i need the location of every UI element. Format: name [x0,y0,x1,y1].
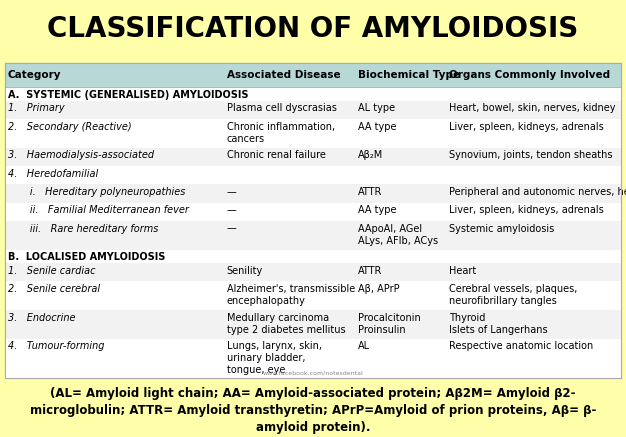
Bar [5,63,621,378]
Text: —: — [227,205,237,215]
Text: AApoAI, AGel
ALys, AFIb, ACys: AApoAI, AGel ALys, AFIb, ACys [358,224,438,246]
Text: ATTR: ATTR [358,187,382,197]
Text: 1.   Senile cardiac: 1. Senile cardiac [8,266,95,276]
Text: Cerebral vessels, plaques,
neurofibrillary tangles: Cerebral vessels, plaques, neurofibrilla… [449,284,578,306]
Text: AL type: AL type [358,104,395,114]
Bar [5,148,621,166]
Bar [5,184,621,203]
Bar [5,310,621,339]
Text: Category: Category [8,70,61,80]
Text: Chronic renal failure: Chronic renal failure [227,150,326,160]
Text: ii.   Familial Mediterranean fever: ii. Familial Mediterranean fever [8,205,188,215]
Text: 2.   Secondary (Reactive): 2. Secondary (Reactive) [8,122,131,132]
Text: Associated Disease: Associated Disease [227,70,341,80]
Bar [5,166,621,184]
Text: 4.   Tumour-forming: 4. Tumour-forming [8,341,104,351]
Text: Peripheral and autonomic nerves, heart: Peripheral and autonomic nerves, heart [449,187,626,197]
Text: AA type: AA type [358,205,397,215]
Text: B.  LOCALISED AMYLOIDOSIS: B. LOCALISED AMYLOIDOSIS [8,252,165,262]
Text: Aβ₂M: Aβ₂M [358,150,383,160]
Bar [5,339,621,378]
Text: Organs Commonly Involved: Organs Commonly Involved [449,70,610,80]
Bar [5,101,621,119]
Text: 3.   Endocrine: 3. Endocrine [8,313,75,323]
Text: CLASSIFICATION OF AMYLOIDOSIS: CLASSIFICATION OF AMYLOIDOSIS [48,15,578,43]
Bar [5,119,621,148]
Text: Chronic inflammation,
cancers: Chronic inflammation, cancers [227,122,335,144]
Text: Lungs, larynx, skin,
urinary bladder,
tongue, eye: Lungs, larynx, skin, urinary bladder, to… [227,341,322,375]
Text: Aβ, APrP: Aβ, APrP [358,284,399,294]
Text: A.  SYSTEMIC (GENERALISED) AMYLOIDOSIS: A. SYSTEMIC (GENERALISED) AMYLOIDOSIS [8,90,248,100]
Text: Heart, bowel, skin, nerves, kidney: Heart, bowel, skin, nerves, kidney [449,104,616,114]
Text: Medullary carcinoma
type 2 diabetes mellitus: Medullary carcinoma type 2 diabetes mell… [227,313,345,335]
Text: AL: AL [358,341,370,351]
Text: Respective anatomic location: Respective anatomic location [449,341,593,351]
Text: Liver, spleen, kidneys, adrenals: Liver, spleen, kidneys, adrenals [449,205,604,215]
Text: 1.   Primary: 1. Primary [8,104,64,114]
Text: Procalcitonin
Proinsulin: Procalcitonin Proinsulin [358,313,421,335]
Text: —: — [227,224,237,233]
Bar [5,87,621,101]
Bar [5,263,621,281]
Text: 4.   Heredofamilial: 4. Heredofamilial [8,169,98,179]
Text: 3.   Haemodialysis-associated: 3. Haemodialysis-associated [8,150,153,160]
Bar [5,281,621,310]
Text: i.   Hereditary polyneuropathies: i. Hereditary polyneuropathies [8,187,185,197]
Text: www.facebook.com/notesdental: www.facebook.com/notesdental [263,371,363,376]
Text: Plasma cell dyscrasias: Plasma cell dyscrasias [227,104,337,114]
Bar [5,250,621,263]
Text: AA type: AA type [358,122,397,132]
Text: Liver, spleen, kidneys, adrenals: Liver, spleen, kidneys, adrenals [449,122,604,132]
Text: Alzheimer's, transmissible
encephalopathy: Alzheimer's, transmissible encephalopath… [227,284,355,306]
Text: 2.   Senile cerebral: 2. Senile cerebral [8,284,100,294]
Bar [5,63,621,87]
Text: Heart: Heart [449,266,477,276]
Text: iii.   Rare hereditary forms: iii. Rare hereditary forms [8,224,158,233]
Text: Thyroid
Islets of Langerhans: Thyroid Islets of Langerhans [449,313,548,335]
Bar [5,221,621,250]
Bar [5,203,621,221]
Text: (AL= Amyloid light chain; AA= Amyloid-associated protein; Aβ2M= Amyloid β2-
micr: (AL= Amyloid light chain; AA= Amyloid-as… [30,387,596,434]
Text: Biochemical Type: Biochemical Type [358,70,460,80]
Text: —: — [227,187,237,197]
Text: Senility: Senility [227,266,263,276]
Text: Synovium, joints, tendon sheaths: Synovium, joints, tendon sheaths [449,150,613,160]
Text: Systemic amyloidosis: Systemic amyloidosis [449,224,555,233]
Text: ATTR: ATTR [358,266,382,276]
